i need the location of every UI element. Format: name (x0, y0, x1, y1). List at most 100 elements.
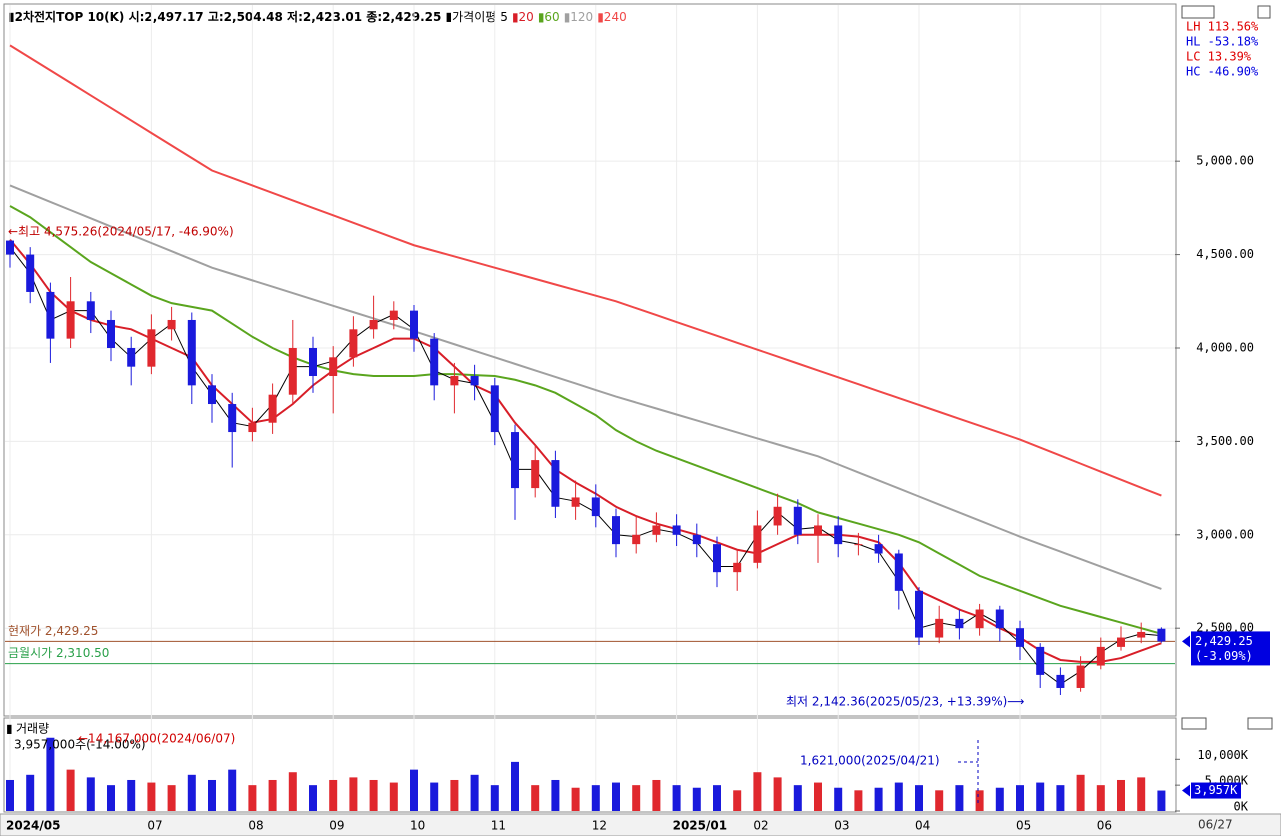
candle-body (127, 347, 136, 367)
x-tick-label: 04 (915, 819, 930, 833)
candle-body (86, 301, 95, 320)
x-tick-label: 02 (753, 819, 768, 833)
volume-panel (3, 717, 1177, 813)
volume-bar (369, 779, 378, 811)
panel-title: 거래량 (16, 722, 49, 736)
volume-bar (894, 782, 903, 811)
volume-bar (551, 779, 560, 811)
candle-body (389, 310, 398, 320)
candle-body (773, 506, 782, 526)
stat: LH 113.56% (1186, 20, 1259, 34)
candle-body (248, 422, 257, 433)
candle-body (1016, 628, 1024, 647)
candle-body (490, 385, 499, 433)
candle-body (571, 497, 580, 507)
volume-bar (167, 785, 176, 811)
x-tick-label: 2024/05 (6, 819, 60, 833)
volume-bar (309, 785, 317, 811)
volume-bar (1157, 790, 1166, 811)
reference-label: 금월시가 2,310.50 (8, 646, 109, 660)
candle-body (208, 385, 216, 405)
candle-body (1096, 646, 1105, 666)
x-tick-label: 10 (410, 819, 425, 833)
end-date: 06/27 (1198, 818, 1233, 832)
candle-body (1036, 646, 1045, 675)
x-tick-label: 05 (1016, 819, 1031, 833)
volume-bar (713, 785, 721, 811)
volume-bar (955, 785, 964, 811)
volume-bar (389, 782, 398, 811)
candle-body (1117, 637, 1125, 647)
candle-body (935, 618, 944, 638)
candle-body (410, 310, 418, 339)
legend-entry: ▮60 (538, 10, 560, 24)
volume-bar (46, 737, 55, 811)
candle-body (309, 347, 317, 377)
volume-bar (1016, 785, 1024, 811)
candle-body (329, 357, 338, 377)
y-tick-label: 0K (1234, 800, 1249, 814)
candle-body (814, 525, 822, 535)
volume-bar (834, 787, 843, 811)
volume-bar (450, 779, 459, 811)
ohlc: 시:2,497.17 고:2,504.48 저:2,423.01 종:2,429… (129, 9, 442, 24)
x-tick-label: 09 (329, 819, 344, 833)
legend-entry: ▮120 (564, 10, 594, 24)
volume-bar (248, 785, 257, 811)
moving-average (9, 246, 1162, 685)
volume-bar (430, 782, 439, 811)
volume-bar (127, 779, 136, 811)
candle-body (975, 609, 984, 629)
candle-body (612, 516, 620, 545)
panel-button[interactable] (1247, 717, 1273, 730)
x-tick-label: 12 (592, 819, 607, 833)
annotation: 최저 2,142.36(2025/05/23, +13.39%)⟶ (786, 695, 1025, 709)
current-label: 2,429.25 (1195, 634, 1253, 648)
candle-body (187, 319, 196, 386)
panel-button[interactable] (1181, 5, 1215, 19)
volume-bar (874, 787, 883, 811)
moving-average (9, 184, 1162, 590)
current-box (1191, 782, 1241, 799)
panel-button[interactable] (1181, 717, 1207, 730)
candle-body (894, 553, 903, 591)
volume-bar (995, 787, 1004, 811)
volume-bar (288, 772, 297, 811)
volume-bar (773, 777, 782, 811)
moving-average (9, 205, 1162, 635)
x-axis-strip (0, 813, 1281, 836)
moving-average (9, 239, 1162, 663)
volume-bar (1137, 777, 1146, 811)
candle-body (632, 534, 641, 545)
candle-body (147, 329, 156, 367)
candle-body (1076, 665, 1085, 688)
candle-body (288, 347, 297, 395)
candle-body (753, 525, 762, 563)
title-text: 2차전지TOP 10(K) (15, 9, 125, 24)
volume-bar (591, 785, 600, 811)
y-tick-label: 10,000K (1197, 748, 1248, 762)
candle-body (107, 319, 115, 348)
candle-body (733, 562, 742, 573)
y-tick-label: 3,000.00 (1196, 527, 1254, 541)
candle-body (995, 609, 1004, 629)
volume-bar (753, 772, 762, 811)
volume-bar (531, 785, 540, 811)
volume-bar (187, 774, 196, 811)
volume-bar (1056, 785, 1065, 811)
candle-body (6, 240, 14, 255)
candle-body (652, 525, 661, 535)
annotation: ←14,167,000(2024/06/07) (78, 732, 235, 746)
legend-entry: ▮20 (512, 10, 534, 24)
annotation: ←최고 4,575.26(2024/05/17, -46.90%) (8, 225, 234, 239)
title: ▮2차전지TOP 10(K) 시:2,497.17 고:2,504.48 저:2… (8, 9, 627, 24)
y-tick-label: 4,500.00 (1196, 247, 1254, 261)
candle-body (268, 394, 277, 423)
volume-bar (915, 785, 923, 811)
panel-button[interactable] (1257, 5, 1271, 19)
volume-bar (268, 779, 277, 811)
annotation-leader (958, 740, 979, 805)
y-tick-label: 2,500.00 (1196, 621, 1254, 635)
volume-bar (632, 785, 641, 811)
